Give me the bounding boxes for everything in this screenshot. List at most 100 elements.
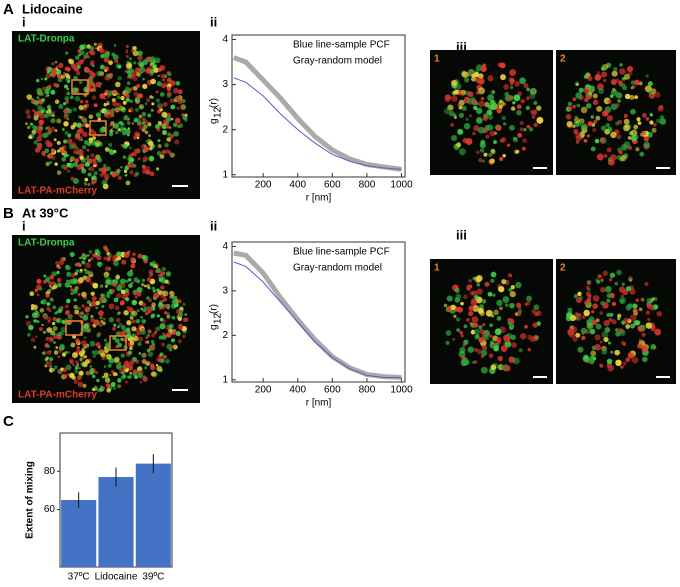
- spot: [453, 314, 457, 318]
- spot: [166, 112, 171, 118]
- x-tick-label: 39ºC: [142, 572, 164, 582]
- spot: [586, 134, 590, 138]
- spot: [34, 288, 39, 293]
- spot: [64, 66, 70, 72]
- spot: [26, 114, 32, 119]
- spot: [143, 255, 149, 261]
- spot: [656, 311, 663, 317]
- y-tick-label: 80: [44, 466, 56, 477]
- spot: [153, 67, 159, 73]
- spot: [622, 342, 627, 346]
- spot: [148, 271, 152, 275]
- spot: [587, 76, 593, 82]
- spot: [112, 371, 118, 377]
- spot: [507, 318, 511, 322]
- spot: [111, 52, 116, 57]
- bar: [61, 500, 97, 567]
- spot: [132, 76, 138, 82]
- spot: [129, 346, 133, 351]
- spot: [150, 340, 154, 344]
- spot: [88, 139, 93, 144]
- spot: [476, 349, 483, 355]
- spot: [55, 346, 59, 349]
- spot: [53, 82, 58, 88]
- spot: [38, 327, 43, 332]
- spot: [29, 122, 34, 126]
- plot-frame: [231, 34, 406, 178]
- spot: [93, 103, 98, 108]
- spot: [151, 342, 156, 347]
- series-line: [233, 250, 402, 381]
- spot: [168, 126, 172, 129]
- spot: [603, 154, 608, 158]
- spot: [162, 130, 166, 135]
- spot: [491, 314, 495, 318]
- spot: [470, 76, 476, 82]
- spot: [508, 273, 513, 278]
- spot: [128, 283, 131, 287]
- spot: [61, 145, 67, 150]
- spot: [628, 278, 633, 282]
- spot: [614, 349, 620, 356]
- spot: [92, 158, 96, 162]
- spot: [54, 99, 60, 105]
- spot: [497, 62, 503, 68]
- spot: [141, 319, 147, 324]
- spot: [116, 95, 121, 100]
- spot: [454, 287, 460, 294]
- spot: [519, 77, 526, 85]
- spot: [41, 298, 47, 305]
- spot: [495, 125, 502, 131]
- spot: [36, 136, 42, 142]
- spot: [490, 149, 496, 155]
- spot: [67, 350, 71, 354]
- spot: [128, 57, 133, 61]
- spot: [601, 349, 608, 355]
- spot: [514, 149, 519, 155]
- spot: [86, 157, 89, 161]
- spot: [465, 117, 469, 121]
- spot: [615, 103, 620, 108]
- spot: [82, 305, 85, 308]
- spot: [45, 356, 50, 360]
- spot: [104, 147, 110, 152]
- spot: [102, 317, 106, 321]
- spot: [488, 353, 494, 358]
- y-label-rest: (r): [209, 304, 220, 314]
- spot: [98, 344, 102, 348]
- spot: [573, 294, 578, 299]
- spot: [496, 299, 503, 307]
- spot: [154, 57, 161, 64]
- spot: [87, 172, 92, 177]
- spot: [467, 346, 475, 353]
- legend-label: Blue line-sample PCF: [293, 247, 390, 258]
- spot: [74, 133, 81, 140]
- spot: [130, 340, 135, 346]
- spot: [499, 306, 503, 311]
- spot: [609, 272, 616, 278]
- spot: [467, 98, 474, 105]
- spot: [147, 329, 151, 333]
- spot: [157, 273, 163, 279]
- spot: [626, 357, 630, 361]
- spot: [115, 274, 121, 280]
- spot: [159, 154, 165, 159]
- spot: [168, 348, 173, 352]
- spot: [70, 342, 76, 348]
- green-label: LAT-Dronpa: [18, 34, 75, 45]
- spot: [617, 99, 621, 103]
- spot: [56, 270, 60, 275]
- spot: [592, 303, 598, 309]
- spot: [70, 176, 75, 181]
- spot: [157, 139, 161, 143]
- spot: [104, 52, 110, 59]
- spot: [443, 303, 448, 308]
- spot: [132, 289, 137, 294]
- spot: [181, 334, 186, 339]
- spot: [521, 146, 526, 151]
- spot: [125, 380, 128, 384]
- spot: [101, 386, 106, 390]
- spot: [144, 311, 149, 316]
- zoom-label: 2: [560, 263, 566, 274]
- spot: [112, 282, 118, 287]
